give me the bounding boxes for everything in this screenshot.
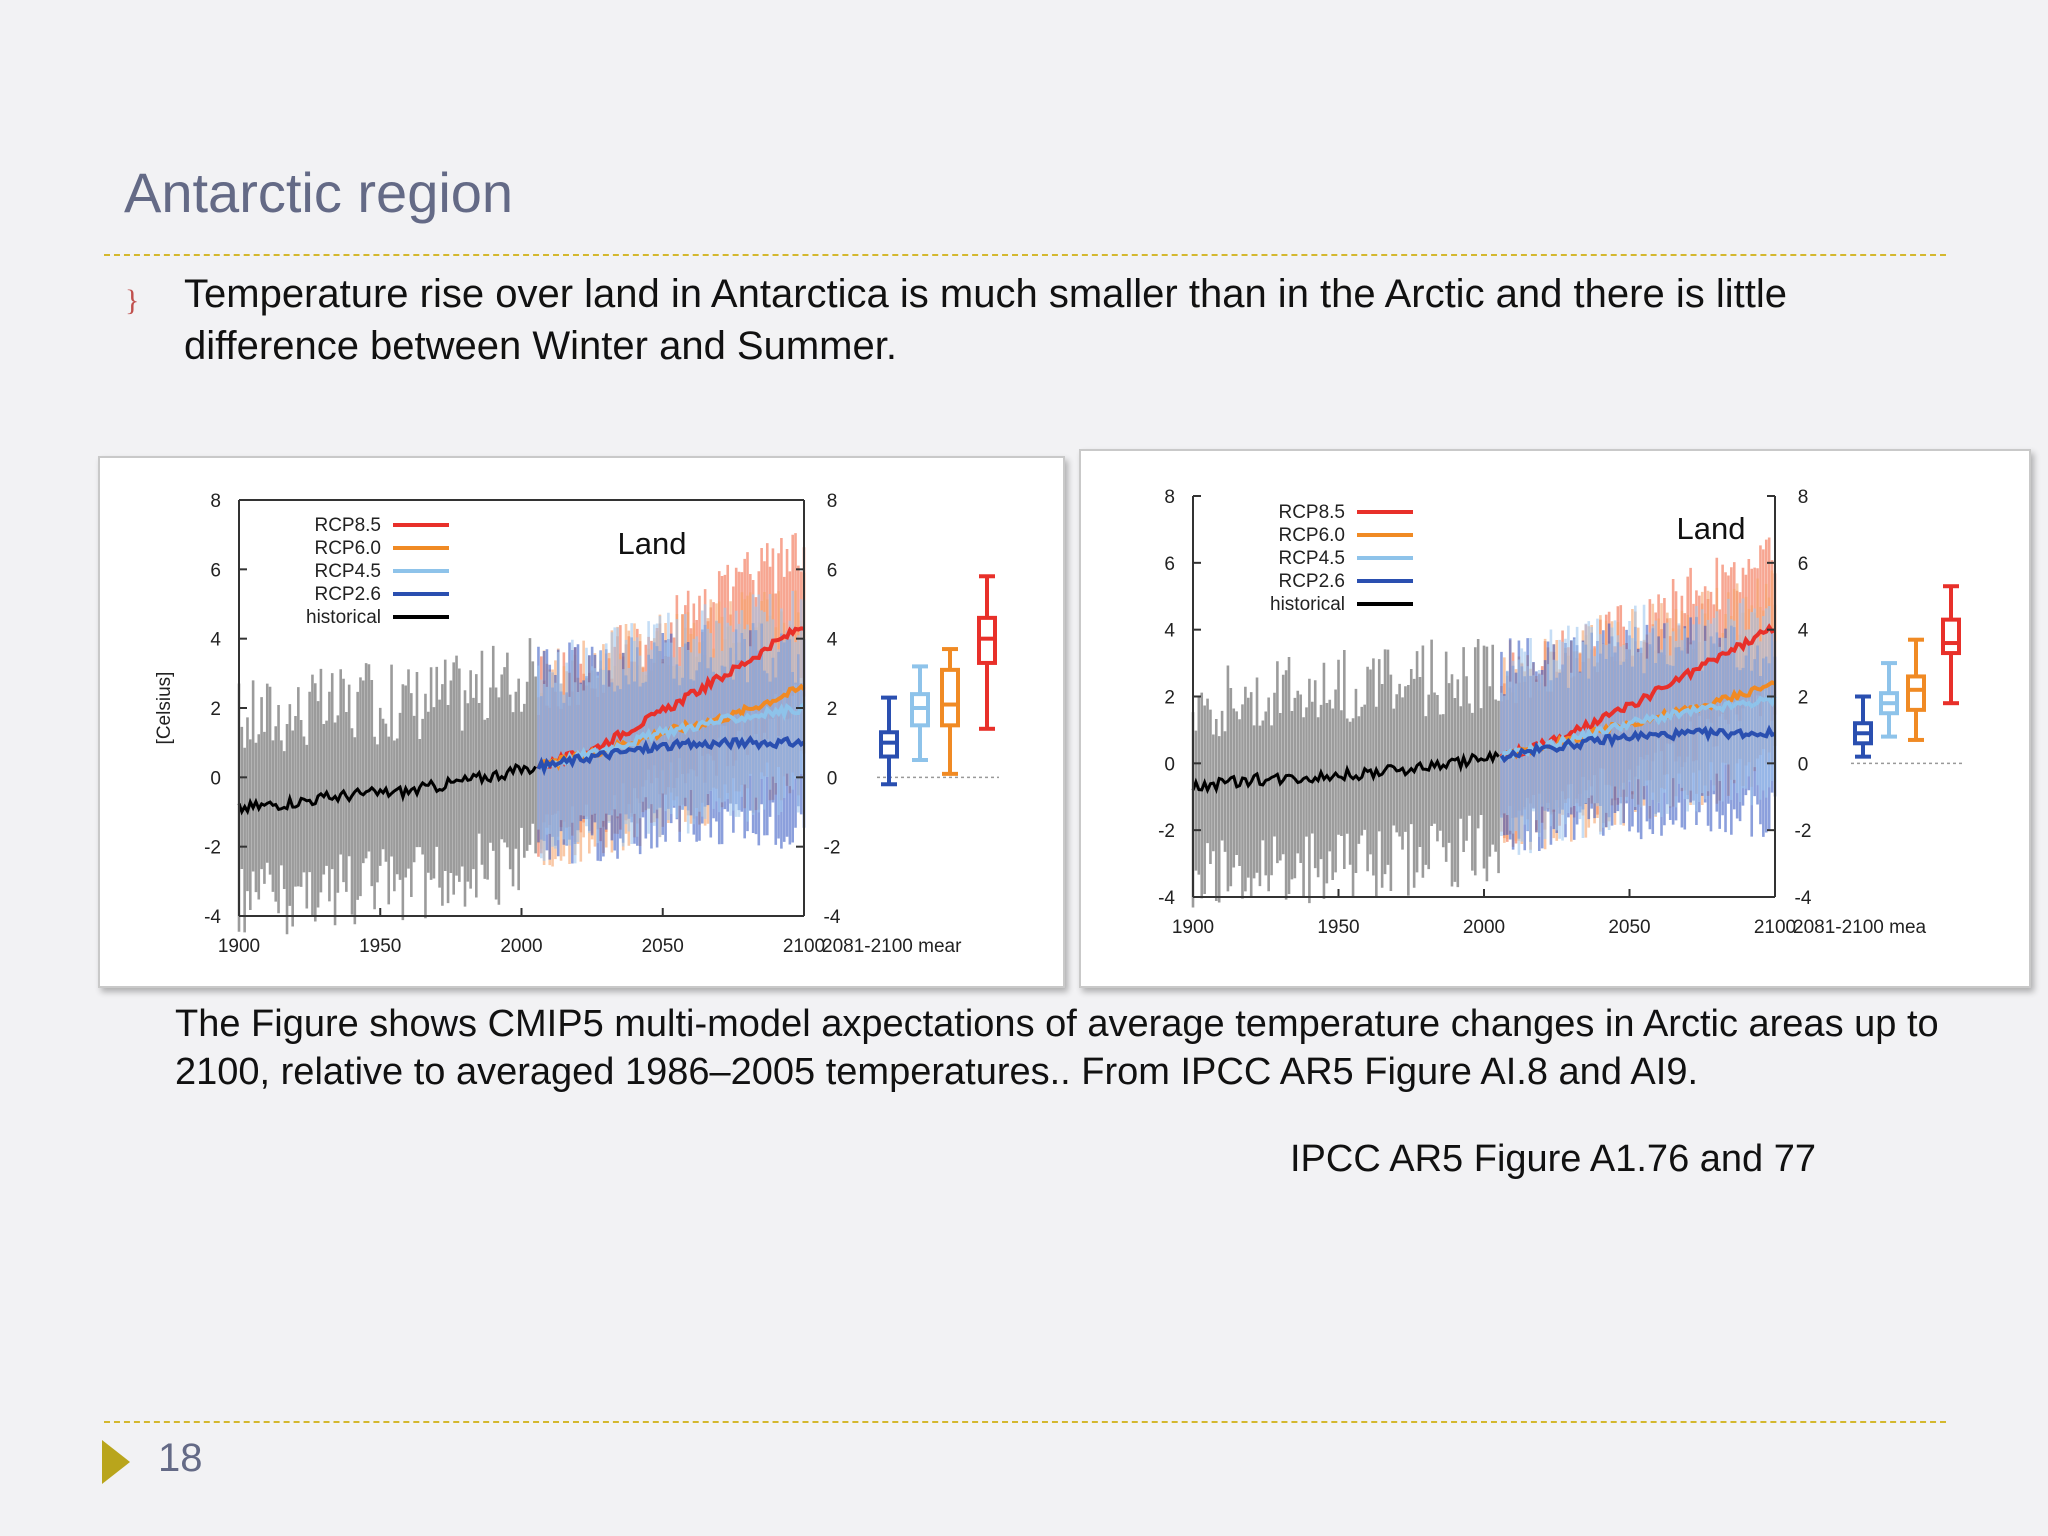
x-tick-label: 1950 <box>1317 917 1359 938</box>
y-tick-label: 0 <box>1164 754 1175 775</box>
title-divider <box>104 254 1946 256</box>
y-tick-label-right: -2 <box>824 838 841 859</box>
y-tick-label: 8 <box>210 491 221 512</box>
boxplot-axis-label: 2081-2100 mea <box>1793 917 1927 938</box>
chart-panel-left: 8 8 6 6 4 4 2 2 0 0 -2 -2 -4 -4 1900 1950 2000 2050 2100 20… <box>98 456 1065 988</box>
legend-label: historical <box>306 607 381 628</box>
y-tick-label-right: 0 <box>827 768 838 789</box>
footer-divider <box>104 1421 1946 1423</box>
x-tick-label: 1900 <box>1172 917 1214 938</box>
y-tick-label: 6 <box>210 560 221 581</box>
y-tick-label: 4 <box>1164 621 1175 642</box>
historical-mean-line <box>237 762 537 816</box>
y-tick-label: 6 <box>1164 554 1175 575</box>
x-tick-label: 2000 <box>1463 917 1505 938</box>
y-tick-label-right: 6 <box>827 560 838 581</box>
boxplot-box <box>1906 674 1926 712</box>
boxplot-rcp60 <box>1906 637 1926 742</box>
chart-right: 8 8 6 6 4 4 2 2 0 0 -2 -2 -4 -4 1900 1950 2000 2050 210020… <box>1158 487 1963 938</box>
y-tick-label: 2 <box>210 699 221 720</box>
y-tick-label-right: 4 <box>827 630 838 651</box>
y-tick-label: -4 <box>204 907 221 928</box>
x-tick-label: 1900 <box>218 936 260 957</box>
boxplot-box <box>940 667 960 728</box>
figure-caption: The Figure shows CMIP5 multi-model axpec… <box>175 1003 1939 1093</box>
boxplot-rcp26 <box>1853 694 1873 759</box>
x-tick-label: 2100 <box>1754 917 1796 938</box>
series-line-rcp26 <box>536 735 806 777</box>
bullet-marker: } <box>125 284 140 317</box>
boxplot-axis-label: 2081-2100 mear <box>822 936 962 957</box>
y-tick-label: -2 <box>204 838 221 859</box>
legend-label: RCP4.5 <box>1278 548 1345 569</box>
y-tick-label-right: 2 <box>1798 688 1809 709</box>
series-line-rcp45 <box>538 702 806 773</box>
legend-label: historical <box>1270 594 1345 615</box>
model-spread <box>237 533 806 935</box>
slide-title: Antarctic region <box>124 161 514 224</box>
y-tick-label-right: 0 <box>1798 754 1809 775</box>
y-tick-label-right: 4 <box>1798 621 1809 642</box>
historical-mean-line <box>1191 749 1500 795</box>
y-tick-label-right: 8 <box>1798 487 1809 508</box>
boxplot-rcp85 <box>977 574 997 731</box>
boxplot-rcp26 <box>879 695 899 787</box>
legend-label: RCP8.5 <box>314 515 381 536</box>
legend-label: RCP8.5 <box>1278 502 1345 523</box>
bullet-text: Temperature rise over land in Antarctica… <box>184 272 1787 368</box>
boxplot-rcp45 <box>910 664 930 762</box>
y-tick-label: 0 <box>210 768 221 789</box>
y-tick-label-right: -4 <box>824 907 841 928</box>
y-tick-label-right: -4 <box>1795 888 1812 909</box>
x-tick-label: 2050 <box>642 936 684 957</box>
x-tick-label: 2050 <box>1608 917 1650 938</box>
series-line-rcp26 <box>1499 724 1776 764</box>
x-tick-label: 1950 <box>359 936 401 957</box>
y-tick-label: 4 <box>210 630 221 651</box>
panel-label-land: Land <box>618 526 687 561</box>
boxplot-rcp60 <box>940 647 960 776</box>
chart-panel-right: 8 8 6 6 4 4 2 2 0 0 -2 -2 -4 -4 1900 1950 2000 2050 2100 20… <box>1079 449 2031 988</box>
legend-label: RCP6.0 <box>1278 525 1345 546</box>
legend-label: RCP6.0 <box>314 538 381 559</box>
legend-label: RCP2.6 <box>1278 571 1345 592</box>
play-marker-icon <box>102 1440 130 1484</box>
x-tick-label: 2100 <box>783 936 825 957</box>
legend-label: RCP4.5 <box>314 561 381 582</box>
boxplot-rcp85 <box>1941 584 1961 706</box>
x-tick-label: 2000 <box>500 936 542 957</box>
y-tick-label: -2 <box>1158 821 1175 842</box>
boxplot-rcp45 <box>1879 661 1899 739</box>
legend-label: RCP2.6 <box>314 584 381 605</box>
boxplot-box <box>1941 617 1961 656</box>
figure-credit: IPCC AR5 Figure A1.76 and 77 <box>1290 1138 1816 1180</box>
y-tick-label-right: 2 <box>827 699 838 720</box>
y-tick-label-right: 6 <box>1798 554 1809 575</box>
chart-left: 8 8 6 6 4 4 2 2 0 0 -2 -2 -4 -4 1900 1950 2000 2050 210020… <box>154 491 999 957</box>
y-tick-label: 2 <box>1164 688 1175 709</box>
panel-label-land: Land <box>1677 511 1746 546</box>
y-tick-label: -4 <box>1158 888 1175 909</box>
y-tick-label: 8 <box>1164 487 1175 508</box>
y-axis-label: [Celsius] <box>154 672 175 745</box>
page-number: 18 <box>158 1436 203 1480</box>
y-tick-label-right: -2 <box>1795 821 1812 842</box>
y-tick-label-right: 8 <box>827 491 838 512</box>
